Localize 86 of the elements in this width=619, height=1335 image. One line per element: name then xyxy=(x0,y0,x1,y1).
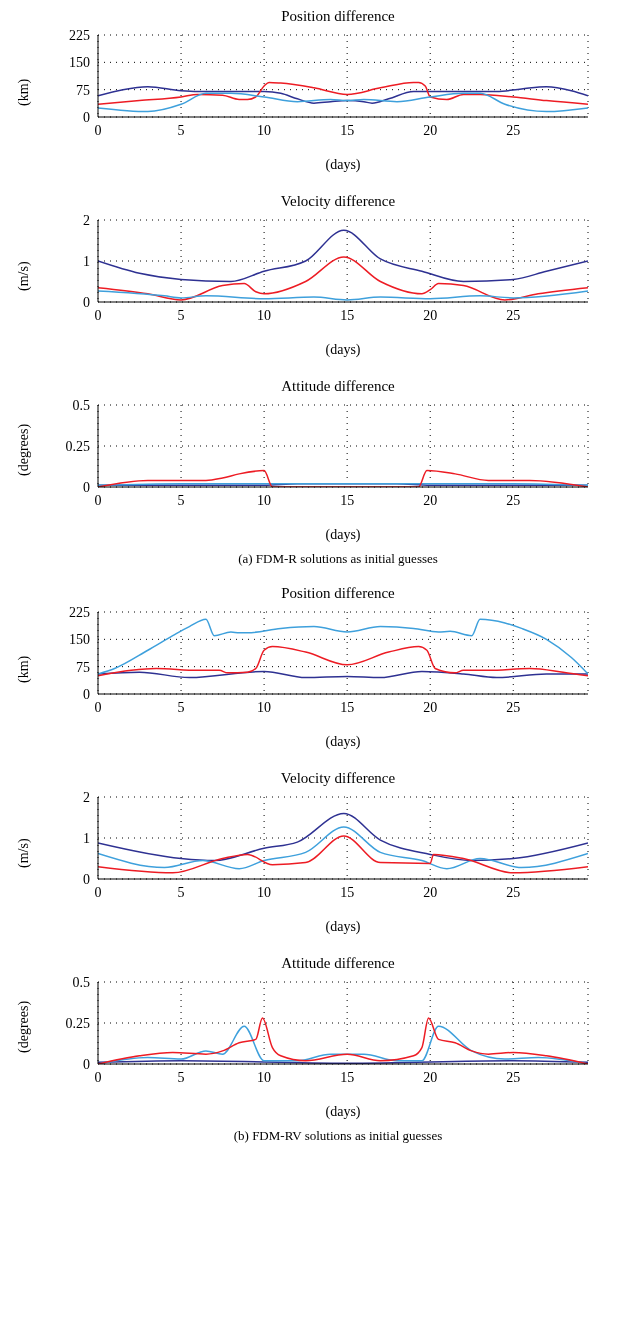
x-tick-label: 10 xyxy=(257,307,272,323)
y-axis-title: (km) xyxy=(15,78,32,106)
y-tick-label: 0.25 xyxy=(65,1015,90,1031)
x-tick-label: 5 xyxy=(177,699,185,715)
line-series xyxy=(98,812,588,862)
x-axis-title: (days) xyxy=(325,734,361,750)
x-axis-title: (days) xyxy=(325,1104,361,1120)
y-tick-label: 0 xyxy=(83,479,90,495)
x-tick-label: 5 xyxy=(177,307,185,323)
y-tick-label: 2 xyxy=(83,212,90,228)
x-tick-label: 0 xyxy=(94,1069,102,1085)
line-series xyxy=(98,826,588,870)
x-tick-label: 10 xyxy=(257,122,272,138)
x-tick-label: 0 xyxy=(94,122,102,138)
chart-title: Velocity difference xyxy=(279,770,397,787)
y-axis-title: (m/s) xyxy=(15,261,32,291)
chart-title: Velocity difference xyxy=(279,193,397,210)
x-tick-label: 15 xyxy=(340,307,355,323)
x-tick-label: 5 xyxy=(177,884,185,900)
x-tick-label: 5 xyxy=(177,492,185,508)
x-tick-label: 0 xyxy=(94,492,102,508)
x-tick-label: 20 xyxy=(423,492,438,508)
y-tick-label: 0 xyxy=(83,686,90,702)
y-tick-label: 75 xyxy=(76,82,90,98)
x-tick-label: 0 xyxy=(94,699,102,715)
x-tick-label: 10 xyxy=(257,492,272,508)
chart-title: Attitude difference xyxy=(280,378,396,395)
y-tick-label: 150 xyxy=(69,55,90,71)
y-tick-label: 0 xyxy=(83,1056,90,1072)
chart-title: Position difference xyxy=(280,585,396,602)
y-tick-label: 2 xyxy=(83,789,90,805)
y-tick-label: 1 xyxy=(83,830,90,846)
x-tick-label: 25 xyxy=(506,307,521,323)
chart-title: Attitude difference xyxy=(280,955,396,972)
line-series xyxy=(98,81,588,105)
x-tick-label: 15 xyxy=(340,699,355,715)
x-tick-label: 20 xyxy=(423,122,438,138)
x-tick-label: 20 xyxy=(423,699,438,715)
x-tick-label: 25 xyxy=(506,492,521,508)
x-tick-label: 10 xyxy=(257,699,272,715)
x-tick-label: 0 xyxy=(94,307,102,323)
x-tick-label: 10 xyxy=(257,884,272,900)
line-series xyxy=(98,86,588,104)
x-tick-label: 5 xyxy=(177,122,185,138)
x-tick-label: 25 xyxy=(506,884,521,900)
chart-title: Position difference xyxy=(280,8,396,25)
y-tick-label: 0.5 xyxy=(72,397,90,413)
x-tick-label: 10 xyxy=(257,1069,272,1085)
x-tick-label: 0 xyxy=(94,884,102,900)
y-tick-label: 225 xyxy=(69,604,90,620)
y-axis-title: (degrees) xyxy=(15,1000,32,1053)
line-series xyxy=(98,618,588,675)
x-tick-label: 15 xyxy=(340,122,355,138)
text: (b) FDM-RV solutions as initial guesses xyxy=(232,1128,444,1144)
y-tick-label: 0 xyxy=(83,294,90,310)
y-tick-label: 1 xyxy=(83,253,90,269)
y-tick-label: 0.25 xyxy=(65,438,90,454)
x-tick-label: 25 xyxy=(506,122,521,138)
line-series xyxy=(98,670,588,679)
y-tick-label: 0.5 xyxy=(72,974,90,990)
x-tick-label: 20 xyxy=(423,1069,438,1085)
y-axis-title: (km) xyxy=(15,655,32,683)
y-axis-title: (m/s) xyxy=(15,838,32,868)
x-tick-label: 25 xyxy=(506,699,521,715)
y-tick-label: 0 xyxy=(83,871,90,887)
x-tick-label: 15 xyxy=(340,1069,355,1085)
x-tick-label: 15 xyxy=(340,492,355,508)
x-tick-label: 20 xyxy=(423,884,438,900)
line-series xyxy=(98,645,588,677)
text: (a) FDM-R solutions as initial guesses xyxy=(237,551,439,567)
line-series xyxy=(98,229,588,283)
y-tick-label: 225 xyxy=(69,27,90,43)
x-axis-title: (days) xyxy=(325,527,361,543)
x-tick-label: 20 xyxy=(423,307,438,323)
x-axis-title: (days) xyxy=(325,342,361,358)
x-tick-label: 25 xyxy=(506,1069,521,1085)
line-series xyxy=(98,835,588,874)
x-tick-label: 15 xyxy=(340,884,355,900)
y-tick-label: 150 xyxy=(69,632,90,648)
x-tick-label: 5 xyxy=(177,1069,185,1085)
y-axis-title: (degrees) xyxy=(15,423,32,476)
x-axis-title: (days) xyxy=(325,157,361,173)
y-tick-label: 0 xyxy=(83,109,90,125)
x-axis-title: (days) xyxy=(325,919,361,935)
line-series xyxy=(98,92,588,113)
y-tick-label: 75 xyxy=(76,659,90,675)
